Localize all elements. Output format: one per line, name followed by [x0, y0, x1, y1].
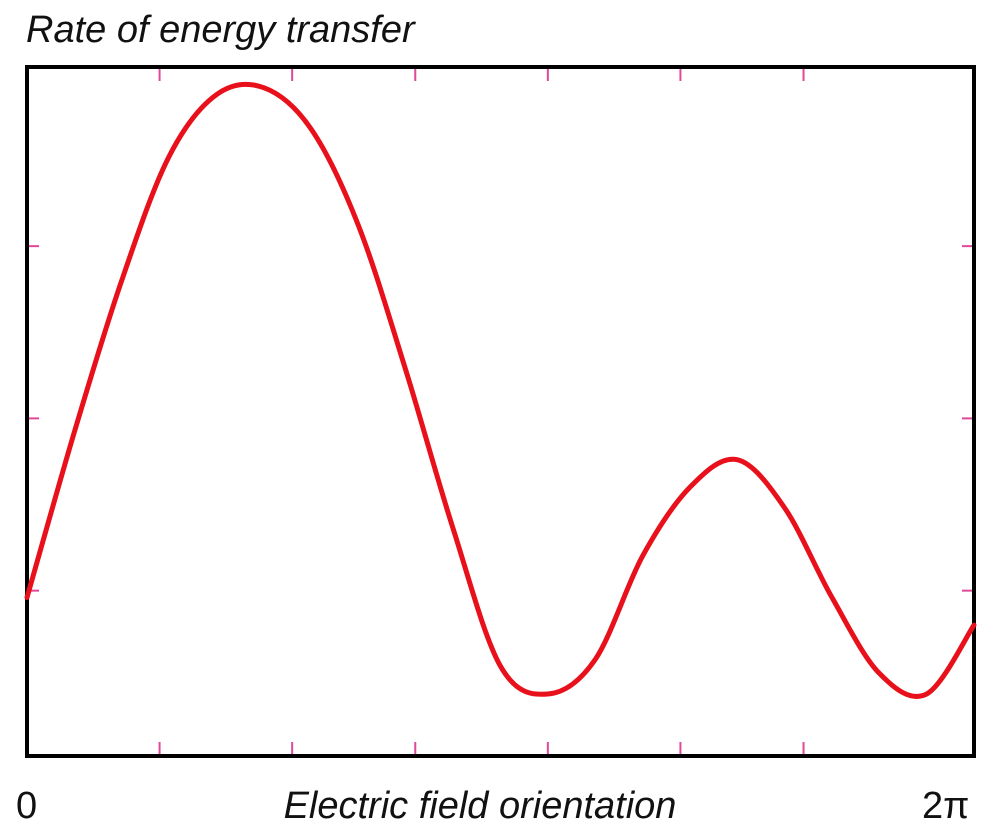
series-line-1	[24, 81, 977, 699]
x-tick-label-end: 2π	[922, 785, 969, 827]
series-group	[24, 81, 977, 699]
x-axis-label: Electric field orientation	[284, 785, 677, 827]
chart-title: Rate of energy transfer	[26, 9, 416, 51]
x-tick-label-start: 0	[16, 785, 37, 827]
plot-frame	[25, 65, 976, 758]
tick-marks	[27, 67, 974, 756]
